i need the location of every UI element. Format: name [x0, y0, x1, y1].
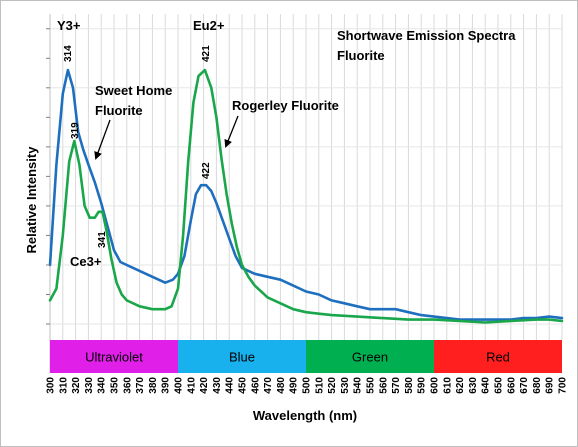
eu2-label: Eu2+ — [193, 18, 225, 33]
x-tick-label: 670 — [519, 377, 530, 394]
x-tick-label: 640 — [481, 377, 492, 394]
y-axis-ticks — [46, 28, 50, 325]
series-lines — [48, 68, 564, 324]
x-tick-label: 700 — [558, 377, 569, 394]
x-tick-label: 550 — [366, 377, 377, 394]
x-tick-label: 580 — [404, 377, 415, 394]
x-tick-label: 470 — [263, 377, 274, 394]
grid — [49, 14, 563, 373]
peak-314-label: 314 — [63, 45, 74, 62]
x-tick-label: 350 — [110, 377, 121, 394]
series-line-0 — [48, 68, 564, 321]
x-tick-label: 340 — [97, 377, 108, 394]
band-green — [306, 340, 434, 373]
y-axis-title: Relative Intensity — [24, 146, 39, 254]
x-tick-label: 500 — [302, 377, 313, 394]
series-line-1 — [48, 68, 564, 324]
x-tick-label: 430 — [212, 377, 223, 394]
x-tick-label: 630 — [468, 377, 479, 394]
band-blue — [178, 340, 306, 373]
x-tick-label: 480 — [276, 377, 287, 394]
sweet-home-label-line2: Fluorite — [95, 103, 143, 118]
rogerley-label: Rogerley Fluorite — [232, 98, 339, 113]
x-tick-label: 370 — [135, 377, 146, 394]
peak-421-label: 421 — [201, 45, 212, 62]
x-tick-label: 690 — [545, 377, 556, 394]
x-tick-label: 300 — [46, 377, 57, 394]
x-tick-label: 610 — [442, 377, 453, 394]
spectrum-bands: Ultraviolet Blue Green Red — [50, 340, 562, 373]
x-tick-label: 660 — [506, 377, 517, 394]
x-tick-label: 390 — [161, 377, 172, 394]
x-tick-label: 310 — [58, 377, 69, 394]
x-tick-label: 520 — [327, 377, 338, 394]
x-tick-label: 680 — [532, 377, 543, 394]
x-tick-label: 440 — [225, 377, 236, 394]
x-tick-label: 600 — [430, 377, 441, 394]
x-tick-label: 410 — [186, 377, 197, 394]
x-tick-label: 510 — [314, 377, 325, 394]
x-tick-label: 490 — [289, 377, 300, 394]
x-tick-label: 330 — [84, 377, 95, 394]
chart-subtitle: Fluorite — [337, 48, 385, 63]
rogerley-arrow — [224, 115, 239, 148]
chart-title: Shortwave Emission Spectra — [337, 28, 516, 43]
x-axis-title: Wavelength (nm) — [253, 408, 357, 423]
x-tick-label: 570 — [391, 377, 402, 394]
band-label: Red — [486, 350, 510, 365]
peak-341-label: 341 — [97, 231, 108, 248]
x-tick-label: 450 — [238, 377, 249, 394]
band-label: Green — [352, 350, 388, 365]
x-tick-label: 420 — [199, 377, 210, 394]
x-tick-label: 530 — [340, 377, 351, 394]
x-tick-label: 320 — [71, 377, 82, 394]
peak-319-label: 319 — [70, 122, 81, 139]
x-tick-label: 560 — [378, 377, 389, 394]
sweet-home-label-line1: Sweet Home — [95, 83, 172, 98]
x-tick-label: 400 — [174, 377, 185, 394]
x-tick-label: 360 — [122, 377, 133, 394]
y3-label: Y3+ — [57, 18, 81, 33]
band-label: Ultraviolet — [85, 350, 143, 365]
x-tick-label: 540 — [353, 377, 364, 394]
sweet-home-arrow — [94, 119, 111, 160]
x-tick-label: 590 — [417, 377, 428, 394]
peak-422-label: 422 — [201, 162, 212, 179]
x-tick-labels: 300 310 320 330 340 350 360 370 380 390 400 410 420 4… — [46, 377, 569, 394]
band-ultraviolet — [50, 340, 178, 373]
x-tick-label: 650 — [494, 377, 505, 394]
x-tick-label: 460 — [250, 377, 261, 394]
ce3-label: Ce3+ — [70, 254, 102, 269]
x-tick-label: 620 — [455, 377, 466, 394]
band-red — [434, 340, 562, 373]
band-label: Blue — [229, 350, 255, 365]
x-tick-label: 380 — [148, 377, 159, 394]
